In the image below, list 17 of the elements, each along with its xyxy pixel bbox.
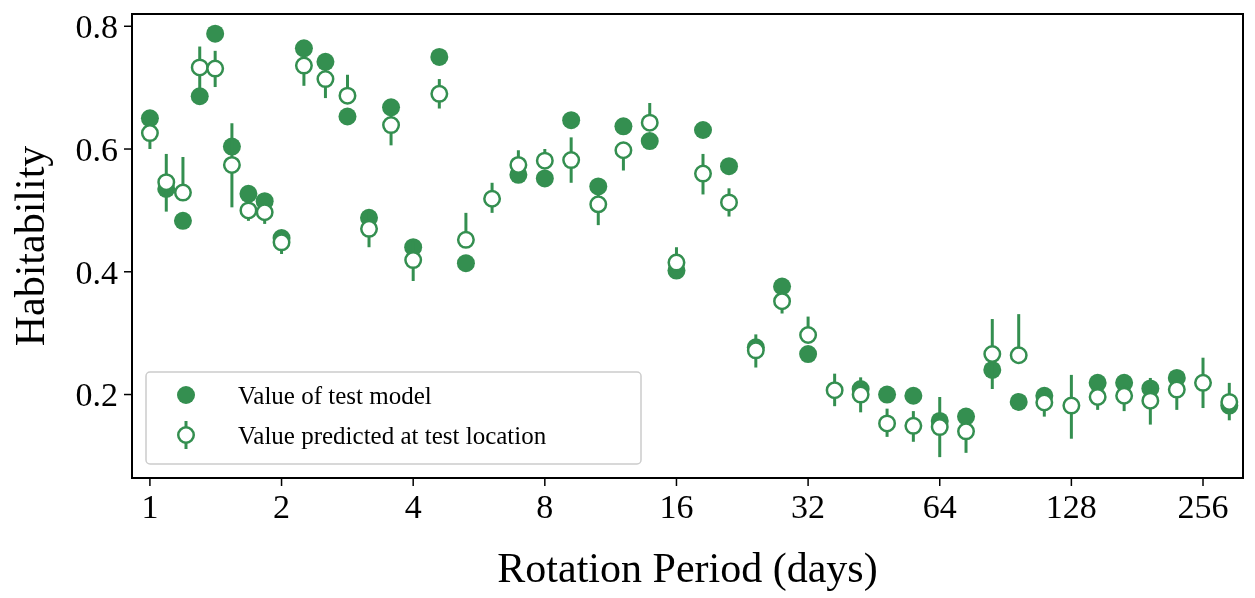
x-tick-label: 32 (791, 488, 826, 525)
legend-label: Value predicted at test location (238, 421, 547, 449)
x-tick-label: 4 (404, 488, 422, 525)
x-tick-label: 8 (536, 488, 554, 525)
x-tick-label: 16 (659, 488, 694, 525)
x-tick-label: 2 (273, 488, 291, 525)
x-tick-label: 1 (141, 488, 159, 525)
x-tick-label: 256 (1177, 488, 1229, 525)
x-tick-label: 128 (1045, 488, 1097, 525)
y-tick-label: 0.2 (75, 376, 118, 414)
y-tick-label: 0.4 (75, 253, 118, 291)
x-axis-title: Rotation Period (days) (497, 545, 878, 592)
y-tick-label: 0.6 (75, 130, 118, 168)
legend-label: Value of test model (238, 381, 432, 409)
x-tick-label: 64 (922, 488, 957, 525)
y-tick-label: 0.8 (75, 8, 118, 46)
y-axis-title: Habitability (7, 145, 53, 347)
